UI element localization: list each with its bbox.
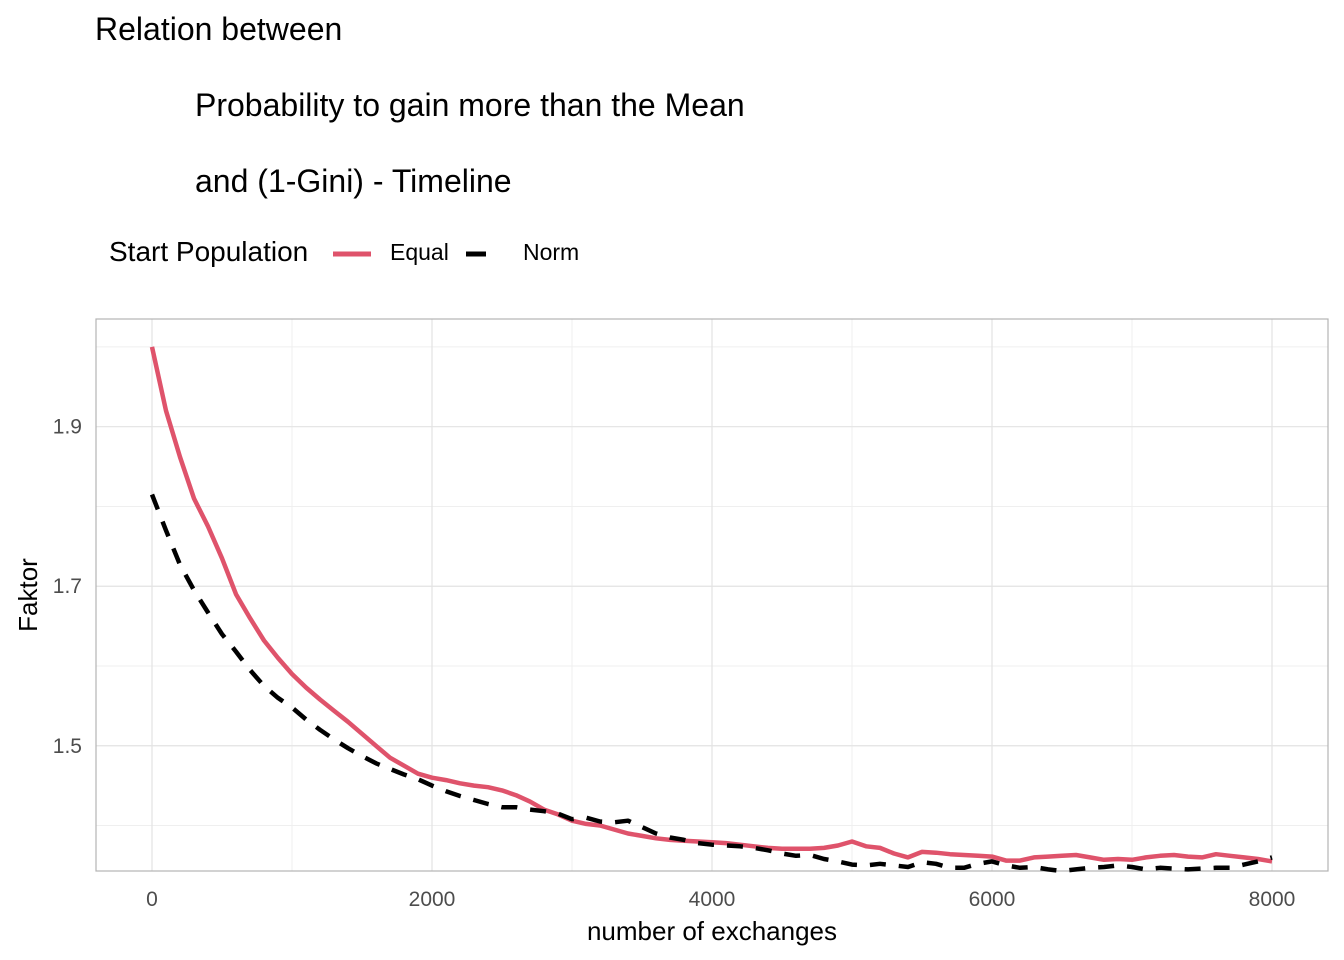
legend-title: Start Population (109, 236, 309, 267)
y-tick-label: 1.7 (53, 575, 82, 598)
x-tick-label: 6000 (969, 888, 1016, 911)
legend-label-norm: Norm (523, 239, 580, 265)
series-layer (149, 346, 1273, 874)
panel-border (95, 318, 1329, 872)
x-tick-label: 2000 (409, 888, 456, 911)
chart-title-line-1: Relation between (95, 11, 343, 47)
legend-label-equal: Equal (390, 239, 449, 265)
y-tick-label: 1.9 (53, 416, 82, 439)
x-tick-labels: 0 2000 4000 6000 8000 (146, 888, 1295, 911)
chart-title-line-2: Probability to gain more than the Mean (195, 87, 745, 123)
grid-major (96, 319, 1328, 871)
legend-keys (333, 251, 486, 257)
series-line-equal (149, 346, 1273, 864)
x-tick-label: 0 (146, 888, 158, 911)
y-axis-title: Faktor (13, 558, 43, 632)
x-tick-label: 8000 (1249, 888, 1296, 911)
x-axis-title: number of exchanges (587, 916, 837, 946)
y-tick-labels: 1.5 1.7 1.9 (53, 416, 82, 758)
y-tick-label: 1.5 (53, 735, 82, 758)
chart-title-line-3: and (1-Gini) - Timeline (195, 163, 512, 199)
series-line-norm (149, 493, 1273, 874)
x-tick-label: 4000 (689, 888, 736, 911)
